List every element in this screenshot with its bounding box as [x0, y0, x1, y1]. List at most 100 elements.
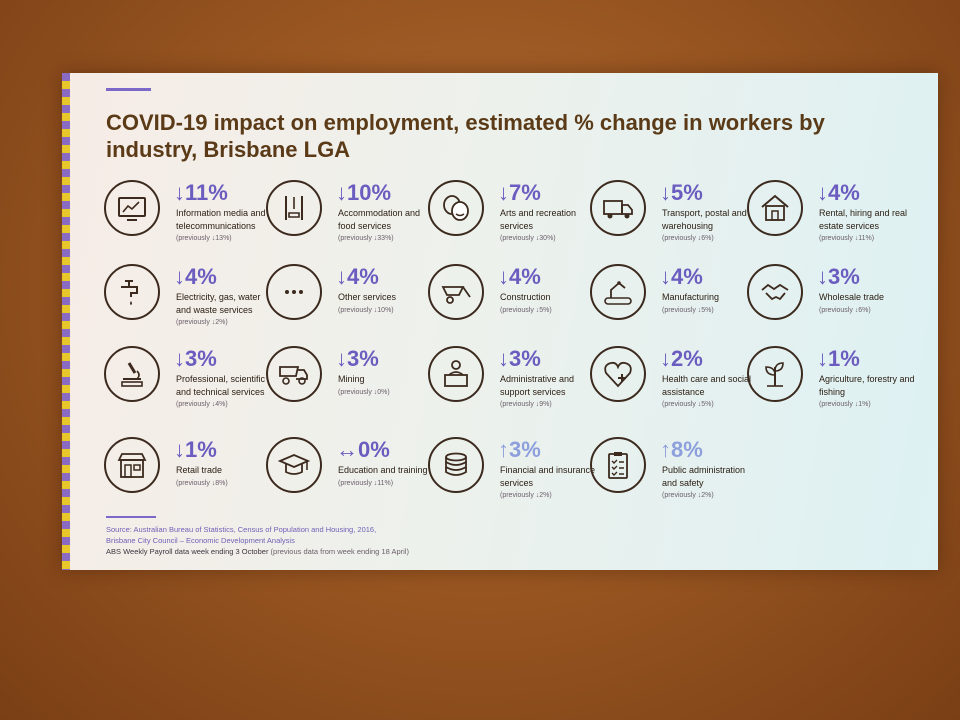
- industry-label-block: Manufacturing (previously ↓5%): [662, 291, 762, 317]
- industry-change-value: ↓11%: [174, 180, 228, 205]
- source-line-3: ABS Weekly Payroll data week ending 3 Oc…: [106, 547, 269, 556]
- industry-previous-value: (previously ↓33%): [338, 235, 394, 242]
- industry-tile: ↓4% Construction (previously ↓5%): [428, 264, 588, 348]
- industry-label-block: Arts and recreation services (previously …: [500, 207, 600, 246]
- industry-previous-value: (previously ↓4%): [176, 401, 228, 408]
- industry-name: Accommodation and food services: [338, 208, 421, 231]
- industry-change-value: ↑8%: [660, 437, 703, 462]
- industry-name: Education and training: [338, 465, 428, 475]
- industry-change-value: ↓2%: [660, 346, 703, 371]
- wheelbarrow-icon: [428, 264, 484, 320]
- industry-change-value: ↓1%: [174, 437, 217, 462]
- industry-tile: ↓3% Mining (previously ↓0%): [266, 346, 426, 430]
- industry-change-value: ↓4%: [498, 264, 541, 289]
- industry-change-value: ↓3%: [817, 264, 860, 289]
- industry-name: Information media and telecommunications: [176, 208, 266, 231]
- industry-tile: ↓10% Accommodation and food services (prev…: [266, 180, 426, 264]
- industry-label-block: Professional, scientific and technical s…: [176, 373, 276, 412]
- industry-tile: ↔0% Education and training (previously ↓11…: [266, 437, 428, 521]
- industry-previous-value: (previously ↓13%): [176, 235, 232, 242]
- industry-previous-value: (previously ↓2%): [500, 492, 552, 499]
- industry-tile: ↑3% Financial and insurance services (prev…: [428, 437, 595, 521]
- source-line-3-note: (previous data from week ending 18 April…: [270, 547, 409, 556]
- truck-icon: [590, 180, 646, 236]
- industry-tile: ↑8% Public administration and safety (prev…: [590, 437, 750, 521]
- source-accent-line: [106, 516, 156, 518]
- decorative-stripe: [62, 73, 70, 570]
- industry-change-value: ↓3%: [174, 346, 217, 371]
- theatre-masks-icon: [428, 180, 484, 236]
- industry-tile: ↓11% Information media and telecommunicat…: [104, 180, 266, 264]
- industry-label-block: Information media and telecommunications…: [176, 207, 276, 246]
- industry-tile: ↓3% Administrative and support services (p…: [428, 346, 588, 430]
- industry-name: Health care and social assistance: [662, 374, 752, 397]
- industry-change-value: ↓4%: [336, 264, 379, 289]
- slide-title: COVID-19 impact on employment, estimated…: [106, 110, 825, 162]
- industry-name: Agriculture, forestry and fishing: [819, 374, 915, 397]
- clipboard-checklist-icon: [590, 437, 646, 493]
- industry-previous-value: (previously ↓1%): [819, 401, 871, 408]
- industry-previous-value: (previously ↓8%): [176, 479, 228, 487]
- graduation-cap-icon: [266, 437, 322, 493]
- industry-name: Professional, scientific and technical s…: [176, 374, 266, 397]
- industry-label-block: Agriculture, forestry and fishing (previo…: [819, 373, 919, 412]
- industry-change-value: ↓3%: [336, 346, 379, 371]
- industry-label-block: Retail trade (previously ↓8%): [176, 464, 276, 490]
- industry-tile: ↓1% Retail trade (previously ↓8%): [104, 437, 264, 521]
- admin-person-icon: [428, 346, 484, 402]
- industry-change-value: ↔0%: [336, 437, 390, 462]
- coins-icon: [428, 437, 484, 493]
- industry-label-block: Construction (previously ↓5%): [500, 291, 600, 317]
- industry-name: Mining: [338, 374, 365, 384]
- industry-change-value: ↓5%: [660, 180, 703, 205]
- industry-change-value: ↑3%: [498, 437, 541, 462]
- industry-previous-value: (previously ↓6%): [819, 306, 871, 314]
- plant-icon: [747, 346, 803, 402]
- industry-change-value: ↓4%: [174, 264, 217, 289]
- industry-name: Rental, hiring and real estate services: [819, 208, 908, 231]
- handshake-icon: [747, 264, 803, 320]
- industry-previous-value: (previously ↓9%): [500, 401, 552, 408]
- industry-previous-value: (previously ↓5%): [500, 306, 552, 314]
- industry-tile: ↓4% Electricity, gas, water and waste ser…: [104, 264, 264, 348]
- industry-label-block: Administrative and support services (prev…: [500, 373, 600, 412]
- industry-tile: ↓2% Health care and social assistance (pre…: [590, 346, 751, 430]
- source-line-1: Source: Australian Bureau of Statistics,…: [106, 525, 377, 534]
- industry-label-block: Electricity, gas, water and waste servic…: [176, 291, 276, 330]
- dump-truck-icon: [266, 346, 322, 402]
- industry-label-block: Financial and insurance services (previou…: [500, 464, 600, 503]
- industry-tile: ↓7% Arts and recreation services (previous…: [428, 180, 588, 264]
- house-icon: [747, 180, 803, 236]
- microscope-icon: [104, 346, 160, 402]
- industry-label-block: Public administration and safety (previou…: [662, 464, 762, 503]
- heart-plus-icon: [590, 346, 646, 402]
- industry-tile: ↓4% Other services (previously ↓10%): [266, 264, 426, 348]
- industry-label-block: Rental, hiring and real estate services (…: [819, 207, 919, 246]
- industry-name: Manufacturing: [662, 292, 720, 302]
- presentation-slide: COVID-19 impact on employment, estimated…: [62, 73, 938, 570]
- industry-tile: ↓5% Transport, postal and warehousing (pre…: [590, 180, 750, 264]
- industry-previous-value: (previously ↓6%): [662, 235, 714, 242]
- industry-tile: ↓4% Manufacturing (previously ↓5%): [590, 264, 750, 348]
- industry-label-block: Wholesale trade (previously ↓6%): [819, 291, 919, 317]
- industry-name: Public administration and safety: [662, 465, 746, 488]
- industry-label-block: Education and training (previously ↓11%): [338, 464, 438, 490]
- robot-arm-icon: [590, 264, 646, 320]
- industry-name: Wholesale trade: [819, 292, 885, 302]
- industry-label-block: Other services (previously ↓10%): [338, 291, 438, 317]
- industry-change-value: ↓10%: [336, 180, 392, 205]
- shop-icon: [104, 437, 160, 493]
- industry-change-value: ↓3%: [498, 346, 541, 371]
- industry-change-value: ↓4%: [817, 180, 860, 205]
- industry-tile: ↓3% Professional, scientific and technica…: [104, 346, 265, 430]
- source-line-2: Brisbane City Council – Economic Develop…: [106, 536, 295, 545]
- fork-knife-plate-icon: [266, 180, 322, 236]
- industry-previous-value: (previously ↓10%): [338, 306, 394, 314]
- industry-previous-value: (previously ↓5%): [662, 401, 714, 408]
- industry-previous-value: (previously ↓11%): [819, 235, 875, 242]
- industry-name: Financial and insurance services: [500, 465, 596, 488]
- industry-label-block: Accommodation and food services (previous…: [338, 207, 438, 246]
- industry-change-value: ↓1%: [817, 346, 860, 371]
- industry-name: Retail trade: [176, 465, 223, 475]
- industry-label-block: Health care and social assistance (previo…: [662, 373, 762, 412]
